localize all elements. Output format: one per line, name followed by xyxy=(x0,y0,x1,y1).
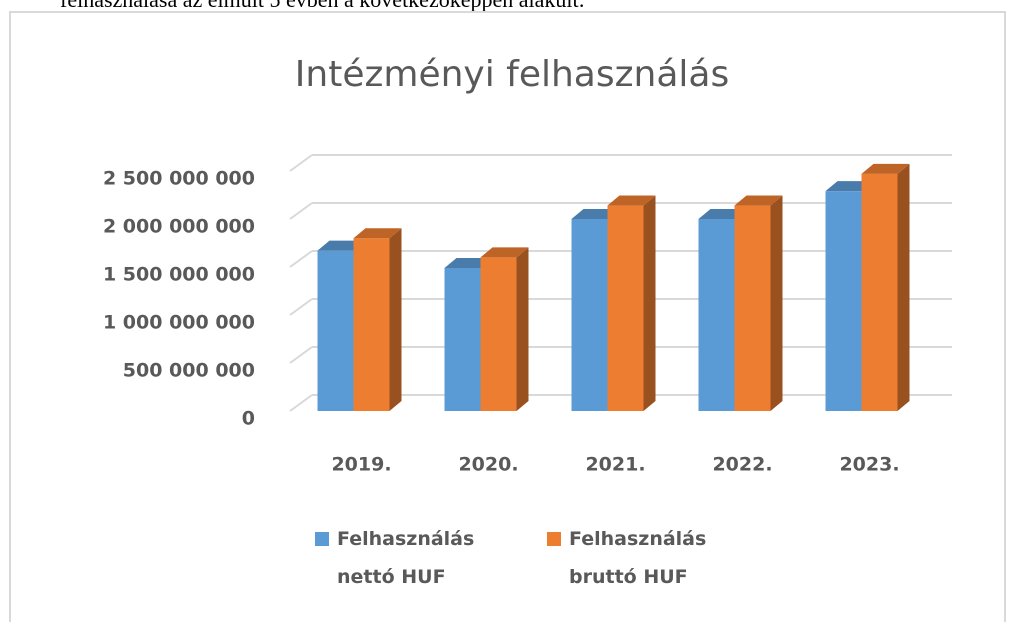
bar-face xyxy=(516,247,529,411)
bar xyxy=(734,195,783,411)
y-tick-label: 2 500 000 000 xyxy=(103,168,255,190)
grid-line-side xyxy=(289,394,313,412)
bar-face xyxy=(897,163,910,411)
bar-face xyxy=(861,173,898,411)
grid-line-side xyxy=(289,346,313,364)
y-tick-label: 1 000 000 000 xyxy=(103,312,255,334)
bar-face xyxy=(861,163,910,174)
bar-face xyxy=(734,195,783,206)
intro-text: felhasználása az elmúlt 5 évben a követk… xyxy=(60,0,585,12)
x-tick-label: 2023. xyxy=(839,454,899,476)
chart-title: Intézményi felhasználás xyxy=(295,54,729,95)
bar-face xyxy=(571,219,608,411)
grid-line-side xyxy=(289,202,313,220)
grid-line-side xyxy=(289,298,313,316)
bar-face xyxy=(770,195,783,411)
bar-face xyxy=(480,247,529,258)
legend-swatch xyxy=(547,532,561,546)
bar-face xyxy=(353,238,390,411)
bar-face xyxy=(353,228,402,239)
y-tick-label: 0 xyxy=(242,408,255,430)
bar-face xyxy=(607,195,656,206)
x-tick-label: 2021. xyxy=(585,454,645,476)
y-tick-label: 500 000 000 xyxy=(123,360,255,382)
bar-face xyxy=(643,195,656,411)
grid-line-side xyxy=(289,250,313,268)
grid-line-side xyxy=(289,154,313,172)
bar xyxy=(353,228,402,411)
bar-face xyxy=(607,205,644,411)
bar xyxy=(861,163,910,411)
y-tick-label: 2 000 000 000 xyxy=(103,216,255,238)
bar xyxy=(480,247,529,411)
bar xyxy=(607,195,656,411)
legend-label: Felhasználás nettó HUF xyxy=(337,528,475,588)
bar-face xyxy=(389,228,402,411)
bar-face xyxy=(698,219,735,411)
bar-face xyxy=(825,191,862,411)
x-tick-label: 2020. xyxy=(458,454,518,476)
legend-swatch xyxy=(315,532,329,546)
x-tick-label: 2019. xyxy=(331,454,391,476)
bar-face xyxy=(734,205,771,411)
y-tick-label: 1 500 000 000 xyxy=(103,264,255,286)
x-tick-label: 2022. xyxy=(712,454,772,476)
bar-face xyxy=(317,250,354,411)
legend-label: Felhasználás bruttó HUF xyxy=(569,528,707,588)
bar-face xyxy=(444,267,481,411)
bar-face xyxy=(480,257,517,411)
